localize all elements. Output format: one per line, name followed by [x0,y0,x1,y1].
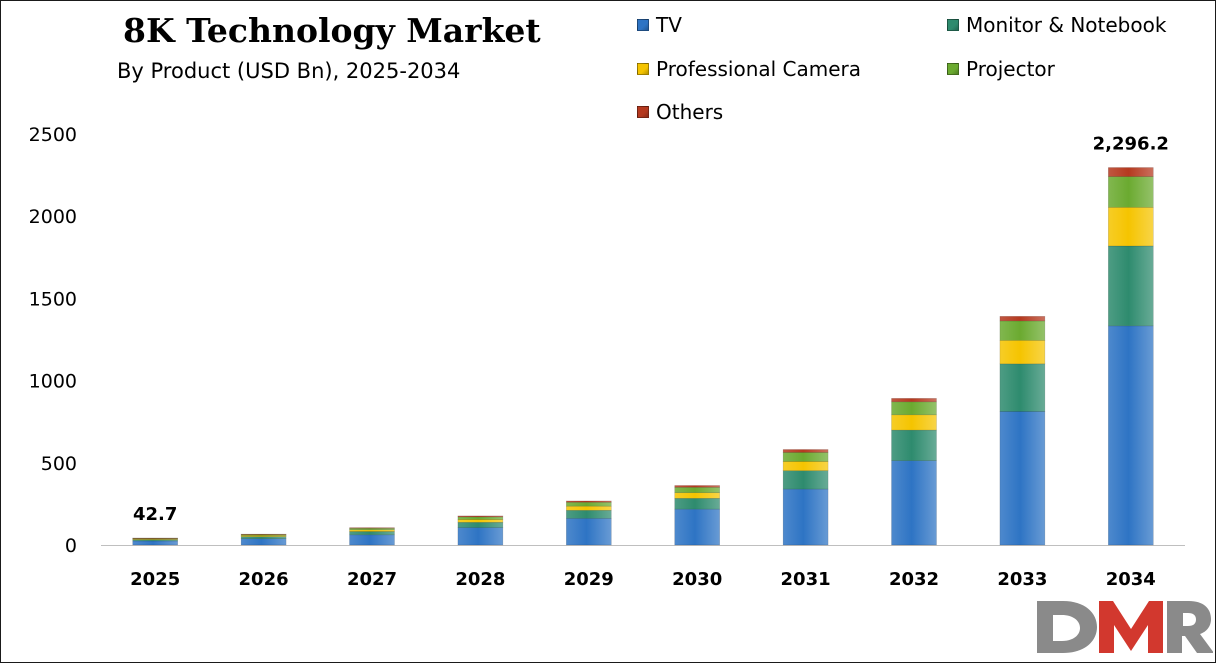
legend-item-tv: TV [637,13,682,37]
legend-label: Others [656,100,724,124]
x-tick-label: 2028 [455,569,505,590]
bar-segment-2031-tv [782,488,829,546]
x-tick-label: 2029 [564,569,614,590]
y-tick-label: 0 [65,535,77,557]
legend-label: TV [656,13,682,37]
data-label-2034: 2,296.2 [1093,134,1169,155]
bar-segment-2031-others [782,449,829,453]
bar-segment-2026-monitor-notebook [240,536,287,539]
legend-label: Professional Camera [656,57,862,81]
y-tick-label: 1000 [29,371,77,393]
bar-segment-2029-monitor-notebook [565,510,612,519]
legend-item-others: Others [637,100,723,124]
legend-item-professional-camera: Professional Camera [637,57,861,81]
dmr-logo [1037,601,1213,653]
legend-item-monitor-notebook: Monitor & Notebook [947,13,1166,37]
bar-segment-2034-professional-camera [1108,207,1154,247]
legend-swatch [947,19,959,31]
bar-segment-2025-others [132,537,178,539]
bar-segment-2030-monitor-notebook [674,498,721,510]
bar-segment-2028-others [457,515,504,518]
bar-segment-2032-monitor-notebook [891,429,937,461]
x-tick-label: 2030 [672,569,722,590]
x-tick-label: 2026 [239,569,289,590]
data-label-2025: 42.7 [133,504,177,525]
x-tick-label: 2033 [997,569,1047,590]
bar-segment-2034-projector [1108,176,1154,208]
bar-segment-2029-tv [565,518,612,546]
bar-segment-2033-others [999,316,1046,322]
chart-title: 8K Technology Market [123,11,541,50]
bar-segment-2030-tv [674,508,721,546]
bar-segment-2034-monitor-notebook [1108,245,1154,327]
legend-swatch [637,63,649,75]
bar-segment-2029-professional-camera [565,505,612,511]
x-tick-label: 2025 [130,569,180,590]
legend-swatch [637,106,649,118]
bar-segment-2028-professional-camera [457,519,504,523]
legend-item-projector: Projector [947,57,1055,81]
y-tick-label: 2500 [29,124,77,146]
bar-segment-2029-others [565,500,612,503]
chart-subtitle: By Product (USD Bn), 2025-2034 [117,59,461,83]
bar-segment-2028-tv [457,527,504,546]
bar-segment-2032-projector [891,401,937,416]
bar-segment-2027-others [349,527,395,529]
bar-segment-2032-others [891,398,937,403]
x-tick-label: 2027 [347,569,397,590]
bar-segment-2033-monitor-notebook [999,363,1046,412]
bar-segment-2034-tv [1108,325,1154,546]
bar-segment-2030-others [674,485,721,488]
x-tick-label: 2034 [1106,569,1156,590]
bar-segment-2031-professional-camera [782,461,829,471]
bar-segment-2033-professional-camera [999,340,1046,365]
bar-segment-2027-tv [349,534,395,546]
y-tick-label: 2000 [29,206,77,228]
bar-segment-2030-professional-camera [674,492,721,499]
x-tick-label: 2031 [781,569,831,590]
bar-segment-2034-others [1108,167,1154,177]
legend-label: Projector [966,57,1055,81]
bar-segment-2033-projector [999,320,1046,341]
legend-swatch [637,19,649,31]
bar-segment-2026-tv [240,538,287,546]
bar-segment-2030-projector [674,486,721,494]
bar-segment-2028-projector [457,516,504,520]
y-tick-label: 1500 [29,288,77,310]
y-tick-label: 500 [41,453,77,475]
legend-label: Monitor & Notebook [966,13,1167,37]
bar-segment-2025-tv [132,540,178,546]
bar-segment-2032-tv [891,460,937,546]
bar-segment-2033-tv [999,411,1046,546]
bar-segment-2029-projector [565,501,612,507]
bar-segment-2031-projector [782,452,829,462]
bar-segment-2031-monitor-notebook [782,470,829,490]
bar-segment-2027-monitor-notebook [349,531,395,536]
legend-swatch [947,63,959,75]
bar-segment-2028-monitor-notebook [457,522,504,528]
bar-segment-2032-professional-camera [891,414,937,431]
bar-segment-2026-others [240,533,287,535]
x-tick-label: 2032 [889,569,939,590]
